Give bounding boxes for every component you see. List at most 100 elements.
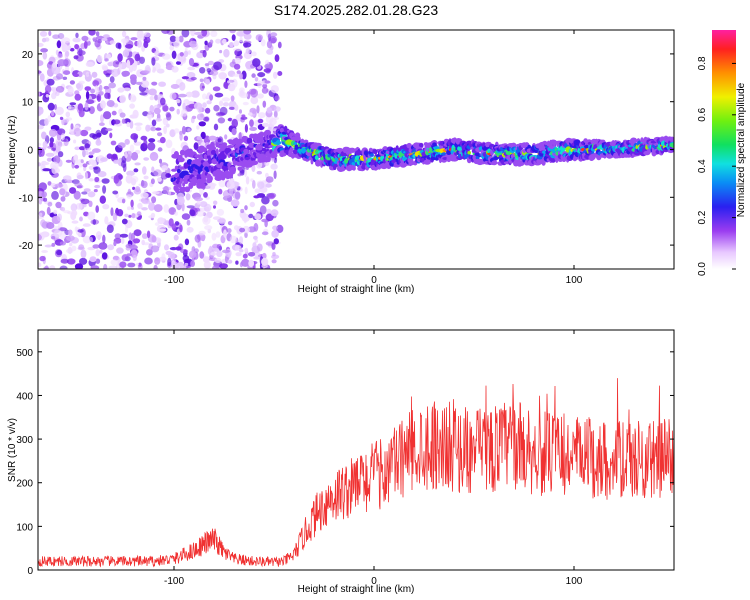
heatmap-noise-blob (40, 231, 50, 238)
heatmap-noise-blob (84, 143, 91, 149)
heatmap-noise-blob (75, 32, 79, 38)
heatmap-noise-blob (171, 223, 177, 231)
heatmap-noise-blob (243, 33, 252, 40)
heatmap-noise-blob (262, 252, 267, 260)
heatmap-noise-blob (154, 222, 160, 226)
heatmap-noise-blob (150, 245, 160, 253)
heatmap-noise-blob (189, 209, 196, 217)
heatmap-noise-blob (237, 173, 242, 177)
heatmap-noise-blob (151, 57, 156, 66)
heatmap-noise-blob (52, 34, 60, 39)
heatmap-noise-blob (219, 49, 223, 54)
heatmap-noise-blob (38, 106, 44, 115)
heatmap-noise-blob (76, 50, 86, 56)
heatmap-noise-blob (88, 151, 95, 155)
heatmap-noise-blob (134, 186, 141, 193)
heatmap-noise-blob (113, 175, 120, 184)
heatmap-noise-blob (229, 235, 237, 244)
heatmap-noise-blob (96, 55, 103, 63)
heatmap-noise-blob (48, 129, 58, 137)
heatmap-noise-blob (102, 185, 107, 194)
heatmap-noise-blob (51, 236, 56, 240)
heatmap-noise-blob (169, 247, 178, 251)
heatmap-noise-blob (49, 265, 56, 269)
heatmap-noise-blob (184, 238, 190, 246)
heatmap-noise-blob (129, 74, 137, 81)
heatmap-noise-blob (191, 115, 197, 120)
bottom-x-tick-label: -100 (164, 576, 184, 587)
heatmap-noise-blob (173, 234, 179, 241)
heatmap-noise-blob (231, 34, 236, 41)
heatmap-noise-blob (92, 219, 97, 225)
heatmap-noise-blob (107, 62, 114, 67)
heatmap-noise-blob (210, 30, 218, 37)
heatmap-noise-blob (257, 72, 266, 78)
heatmap-noise-blob (39, 255, 46, 262)
heatmap-band-blob (290, 132, 296, 137)
heatmap-noise-blob (143, 157, 150, 161)
heatmap-noise-blob (129, 120, 134, 129)
heatmap-noise-blob (81, 191, 88, 195)
heatmap-noise-blob (161, 30, 170, 34)
heatmap-noise-blob (136, 262, 139, 266)
heatmap-noise-blob (169, 92, 177, 100)
heatmap-noise-blob (165, 139, 173, 149)
heatmap-noise-blob (187, 50, 191, 55)
heatmap-noise-blob (126, 253, 132, 257)
heatmap-noise-blob (88, 154, 94, 159)
heatmap-noise-blob (244, 80, 248, 88)
heatmap-noise-blob (92, 80, 100, 87)
heatmap-noise-blob (260, 39, 266, 47)
heatmap-noise-blob (146, 230, 151, 239)
heatmap-noise-blob (47, 202, 53, 207)
heatmap-noise-blob (116, 209, 124, 217)
heatmap-noise-blob (261, 257, 269, 266)
heatmap-noise-blob (140, 192, 149, 199)
heatmap-noise-blob (126, 194, 132, 199)
heatmap-noise-blob (244, 168, 248, 178)
heatmap-noise-blob (38, 60, 44, 67)
heatmap-noise-blob (112, 190, 119, 195)
heatmap-noise-blob (181, 76, 189, 80)
heatmap-noise-blob (203, 116, 209, 122)
heatmap-noise-blob (95, 129, 102, 139)
heatmap-noise-blob (274, 54, 280, 62)
heatmap-noise-blob (45, 94, 49, 98)
heatmap-band-blob (279, 127, 285, 133)
heatmap-noise-blob (74, 146, 81, 151)
heatmap-noise-blob (176, 196, 185, 206)
heatmap-noise-blob (160, 97, 166, 106)
heatmap-noise-blob (109, 76, 115, 83)
heatmap-band-blob (215, 143, 219, 148)
heatmap-noise-blob (119, 94, 126, 104)
heatmap-noise-blob (190, 76, 197, 81)
heatmap-noise-blob (185, 193, 191, 201)
heatmap-noise-blob (42, 141, 48, 149)
heatmap-noise-blob (254, 77, 259, 82)
heatmap-band-blob (541, 159, 546, 166)
heatmap-noise-blob (244, 205, 248, 211)
heatmap-band-blob (669, 142, 674, 148)
colorbar-tick-label: 0.2 (697, 210, 708, 224)
heatmap-noise-blob (104, 58, 109, 62)
heatmap-noise-blob (100, 100, 106, 109)
heatmap-noise-blob (64, 118, 70, 123)
heatmap-noise-blob (42, 168, 51, 172)
heatmap-noise-blob (54, 106, 64, 116)
heatmap-noise-blob (265, 176, 274, 183)
heatmap-noise-blob (201, 30, 208, 37)
heatmap-noise-blob (55, 145, 61, 153)
top-y-tick-label: 0 (27, 146, 33, 157)
heatmap-noise-blob (73, 127, 82, 137)
heatmap-noise-blob (51, 147, 56, 151)
heatmap-noise-blob (181, 213, 191, 220)
heatmap-noise-blob (148, 138, 156, 143)
heatmap-noise-blob (120, 237, 125, 244)
heatmap-noise-blob (60, 133, 66, 141)
heatmap-noise-blob (261, 87, 269, 94)
heatmap-noise-blob (202, 102, 207, 108)
heatmap-noise-blob (177, 93, 187, 98)
heatmap-band-blob (551, 139, 557, 145)
heatmap-noise-blob (277, 41, 282, 49)
heatmap-noise-blob (151, 196, 157, 204)
